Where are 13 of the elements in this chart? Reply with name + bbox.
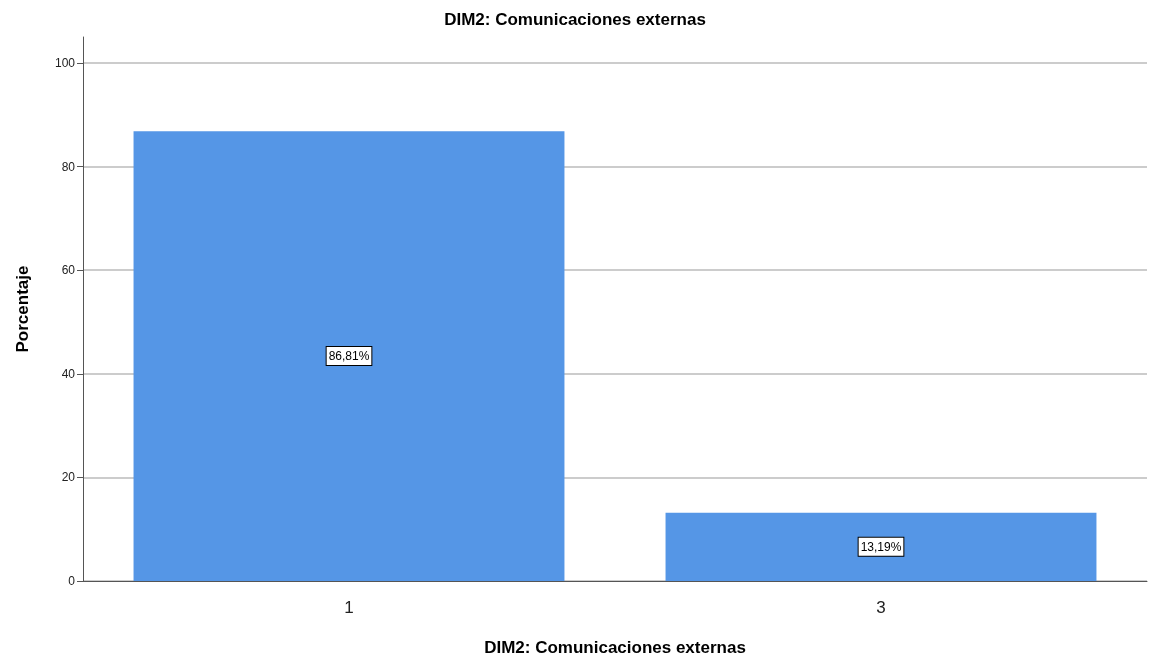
y-tick-label: 80 [61,159,76,174]
y-tick-label: 20 [61,470,76,485]
x-axis-title: DIM2: Comunicaciones externas [484,638,746,657]
x-tick-label: 3 [876,598,886,617]
y-tick-label: 40 [61,366,76,381]
x-tick-label: 1 [344,598,354,617]
data-label: 86,81% [328,349,370,364]
y-tick-label: 100 [54,55,76,70]
chart-title: DIM2: Comunicaciones externas [444,10,706,29]
y-tick-label: 0 [68,574,76,588]
data-label: 13,19% [860,539,902,554]
y-axis-title: Porcentaje [13,265,32,353]
y-tick-label: 60 [61,263,76,278]
